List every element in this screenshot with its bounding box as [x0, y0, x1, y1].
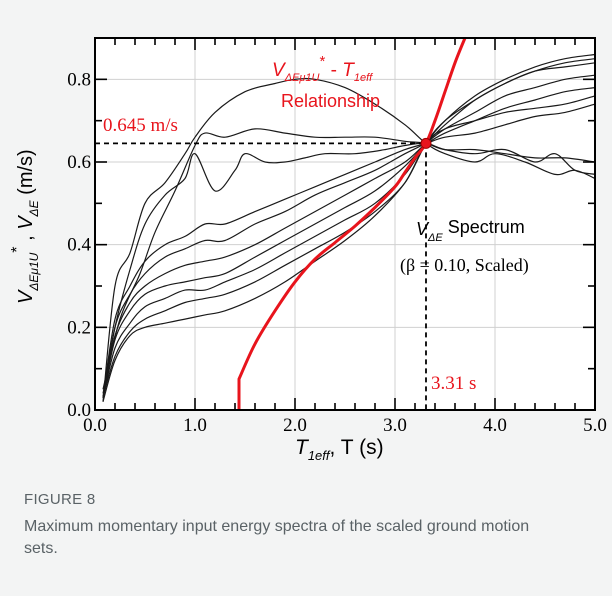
- spectrum-line: [102, 87, 596, 398]
- period-annotation: 3.31 s: [431, 373, 476, 394]
- y-tick-label: 0.4: [67, 235, 91, 256]
- spectra-series: [102, 53, 596, 402]
- relationship-curve: [237, 37, 467, 410]
- spectrum-line: [102, 103, 596, 398]
- x-label-rest: , T (s): [330, 436, 384, 459]
- x-tick-label: 0.0: [83, 415, 107, 436]
- plot-background: [95, 38, 595, 410]
- x-tick-label: 1.0: [183, 415, 207, 436]
- spectrum-line: [102, 74, 596, 394]
- y-label-sup1: *: [9, 246, 26, 252]
- relationship-annotation: VΔEμ1U* - T1eff: [272, 53, 373, 84]
- y-label-sub1: ΔEμ1U: [27, 252, 41, 291]
- plot-frame: [94, 37, 596, 411]
- figure-label: FIGURE 8: [24, 491, 96, 508]
- x-tick-label: 4.0: [483, 415, 507, 436]
- relationship-word: Relationship: [281, 91, 380, 111]
- relationship-sup: *: [320, 53, 326, 70]
- spectrum-v: V: [416, 219, 430, 239]
- relationship-tsub: 1eff: [354, 72, 373, 84]
- relationship-sub: ΔEμ1U: [284, 72, 320, 84]
- x-tick-label: 5.0: [583, 415, 607, 436]
- relationship-dash: -: [325, 60, 342, 81]
- spectrum-line: [102, 58, 596, 398]
- axis-ticks: [94, 37, 596, 411]
- spectrum-word: Spectrum: [443, 217, 525, 237]
- spectrum-annotation: VΔE Spectrum: [416, 217, 525, 244]
- spectrum-params: (β = 0.10, Scaled): [400, 255, 529, 276]
- x-tick-label: 2.0: [283, 415, 307, 436]
- y-label-sub2: ΔE: [27, 199, 41, 217]
- spectrum-sub: ΔE: [427, 232, 443, 244]
- x-axis-label: T1eff, T (s): [295, 436, 384, 463]
- value-annotation: 0.645 m/s: [103, 115, 178, 136]
- x-tick-label: 3.0: [383, 415, 407, 436]
- x-label-main: T: [295, 436, 310, 459]
- grid-lines: [95, 38, 595, 410]
- relationship-t: T: [342, 60, 355, 81]
- figure-caption: Maximum momentary input energy spectra o…: [24, 518, 530, 557]
- relationship-curve-group: [237, 37, 467, 410]
- y-label-v1: V: [15, 289, 37, 304]
- spectrum-line: [102, 53, 596, 398]
- chart: 0.0 1.0 2.0 3.0 4.0 5.00.00.20.40.60.8 VΔEμ1U…: [9, 37, 607, 463]
- relationship-v: V: [272, 60, 287, 81]
- intersection-point: [420, 137, 432, 149]
- y-tick-label: 0.2: [67, 317, 91, 338]
- y-tick-label: 0.8: [67, 69, 91, 90]
- x-label-sub: 1eff: [308, 448, 331, 463]
- y-label-v2: V: [15, 215, 37, 230]
- y-label-units: (m/s): [15, 149, 37, 200]
- y-tick-label: 0.0: [67, 400, 91, 421]
- tick-labels: 0.0 1.0 2.0 3.0 4.0 5.0 0.0 0.2 0.4 0.6 0.8: [67, 69, 607, 436]
- spectrum-line: [102, 77, 596, 402]
- reference-lines: [95, 142, 427, 410]
- spectrum-line: [102, 128, 596, 390]
- y-tick-label: 0.6: [67, 152, 91, 173]
- spectrum-line: [102, 142, 596, 398]
- y-axis-label: VΔEμ1U* , VΔE (m/s): [9, 149, 41, 304]
- y-label-sep: ,: [15, 230, 37, 247]
